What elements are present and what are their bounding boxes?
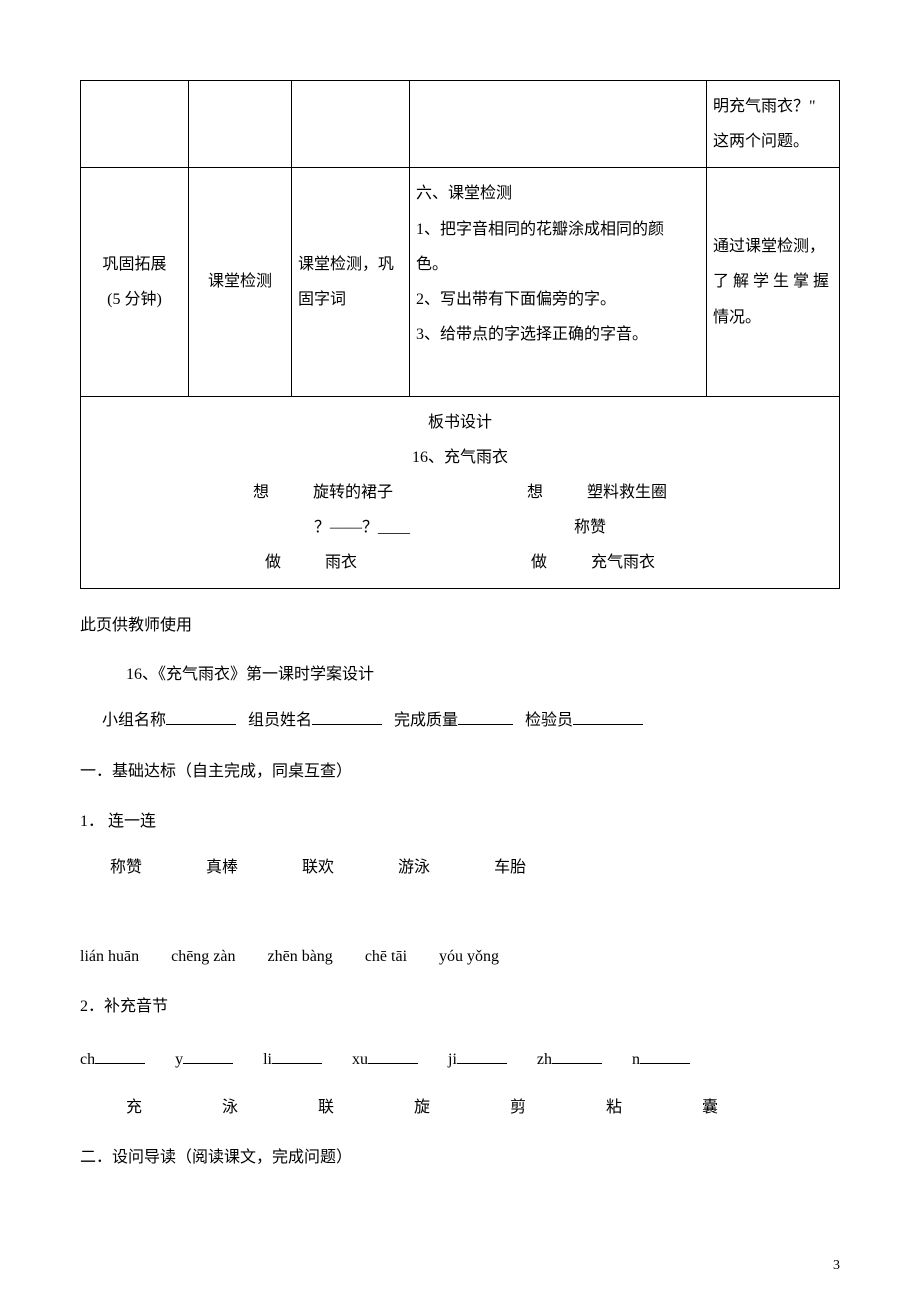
- text: 想: [253, 484, 269, 501]
- teacher-note: 此页供教师使用: [80, 607, 840, 645]
- blank-fill[interactable]: [368, 1047, 418, 1064]
- cell-r1-c3: 课堂检测，巩 固字词: [292, 168, 410, 396]
- text: 做: [531, 554, 547, 571]
- text: 做: [265, 554, 281, 571]
- blank-fill[interactable]: [552, 1047, 602, 1064]
- initial: n: [632, 1051, 640, 1068]
- label-quality: 完成质量: [394, 712, 458, 729]
- section1-title: 一．基础达标（自主完成，同桌互查）: [80, 753, 840, 791]
- word-item: 车胎: [494, 849, 526, 887]
- text: 通过课堂检测，: [713, 238, 825, 255]
- form-row: 小组名称 组员姓名 完成质量 检验员: [80, 702, 840, 740]
- initial: li: [263, 1051, 272, 1068]
- section2-title: 二．设问导读（阅读课文，完成问题）: [80, 1139, 840, 1177]
- char-row: 充 泳 联 旋 剪 粘 囊: [80, 1089, 840, 1127]
- board-line2: 想 旋转的裙子 想 塑料救生圈: [253, 475, 667, 510]
- text: 2、写出带有下面偏旁的字。: [416, 291, 616, 308]
- blank-fill[interactable]: [95, 1047, 145, 1064]
- cell-r0-c1: [81, 81, 189, 168]
- initial: y: [175, 1051, 183, 1068]
- char-item: 泳: [184, 1089, 276, 1127]
- word-item: 联欢: [302, 849, 334, 887]
- char-item: 充: [88, 1089, 180, 1127]
- blank-fill[interactable]: [457, 1047, 507, 1064]
- text: ？——？____: [314, 519, 410, 536]
- board-line4: 做 雨衣 做 充气雨衣: [265, 545, 655, 580]
- pinyin-item: yóu yǒng: [439, 938, 499, 976]
- text: 课堂检测: [208, 273, 272, 290]
- cell-r0-c4: [410, 81, 707, 168]
- text: 充气雨衣: [591, 554, 655, 571]
- blank-checker[interactable]: [573, 708, 643, 725]
- text: 情况。: [713, 309, 761, 326]
- board-title: 板书设计: [87, 405, 833, 440]
- text: 明充气雨衣？": [713, 98, 816, 115]
- lesson-title: 16、《充气雨衣》第一课时学案设计: [80, 656, 840, 694]
- initial: xu: [352, 1051, 368, 1068]
- text: 旋转的裙子: [313, 484, 393, 501]
- label-group: 小组名称: [102, 712, 166, 729]
- q1-title: 1． 连一连: [80, 803, 840, 841]
- blank-quality[interactable]: [458, 708, 513, 725]
- cell-r1-c5: 通过课堂检测， 了 解 学 生 掌 握 情况。: [707, 168, 840, 396]
- text: 称赞: [574, 519, 606, 536]
- board-line3: ？——？____ 称赞: [314, 510, 606, 545]
- text: (5 分钟): [107, 291, 162, 308]
- text: 固字词: [298, 291, 346, 308]
- fill-row: ch y li xu ji zh n: [80, 1041, 840, 1079]
- blank-member[interactable]: [312, 708, 382, 725]
- word-item: 称赞: [110, 849, 142, 887]
- cell-r1-c4: 六、课堂检测 1、把字音相同的花瓣涂成相同的颜 色。 2、写出带有下面偏旁的字。…: [410, 168, 707, 396]
- blank-group[interactable]: [166, 708, 236, 725]
- cell-r0-c3: [292, 81, 410, 168]
- text: 了 解 学 生 掌 握: [713, 273, 829, 290]
- cell-r1-c1: 巩固拓展 (5 分钟): [81, 168, 189, 396]
- word-item: 真棒: [206, 849, 238, 887]
- label-member: 组员姓名: [248, 712, 312, 729]
- board-design-cell: 板书设计 16、充气雨衣 想 旋转的裙子 想 塑料救生圈 ？——？____ 称赞…: [81, 396, 840, 589]
- label-checker: 检验员: [525, 712, 573, 729]
- q2-title: 2．补充音节: [80, 988, 840, 1026]
- text: 这两个问题。: [713, 133, 809, 150]
- initial: ch: [80, 1051, 95, 1068]
- pinyin-row: lián huān chēng zàn zhēn bàng chē tāi yó…: [80, 938, 840, 976]
- pinyin-item: chē tāi: [365, 938, 407, 976]
- text: 1、把字音相同的花瓣涂成相同的颜: [416, 221, 664, 238]
- char-item: 旋: [376, 1089, 468, 1127]
- initial: ji: [448, 1051, 457, 1068]
- word-row: 称赞 真棒 联欢 游泳 车胎: [80, 849, 840, 887]
- text: 3、给带点的字选择正确的字音。: [416, 326, 648, 343]
- text: 色。: [416, 256, 448, 273]
- initial: zh: [537, 1051, 552, 1068]
- blank-fill[interactable]: [183, 1047, 233, 1064]
- pinyin-item: lián huān: [80, 938, 139, 976]
- text: 想: [527, 484, 543, 501]
- word-item: 游泳: [398, 849, 430, 887]
- text: 课堂检测，巩: [298, 256, 394, 273]
- pinyin-item: chēng zàn: [171, 938, 235, 976]
- blank-fill[interactable]: [640, 1047, 690, 1064]
- text: 六、课堂检测: [416, 185, 512, 202]
- text: 塑料救生圈: [587, 484, 667, 501]
- text: 雨衣: [325, 554, 357, 571]
- char-item: 联: [280, 1089, 372, 1127]
- blank-fill[interactable]: [272, 1047, 322, 1064]
- text: 巩固拓展: [102, 256, 166, 273]
- cell-r0-c5: 明充气雨衣？" 这两个问题。: [707, 81, 840, 168]
- char-item: 囊: [664, 1089, 756, 1127]
- board-line1: 16、充气雨衣: [87, 440, 833, 475]
- char-item: 粘: [568, 1089, 660, 1127]
- cell-r0-c2: [189, 81, 292, 168]
- pinyin-item: zhēn bàng: [268, 938, 333, 976]
- cell-r1-c2: 课堂检测: [189, 168, 292, 396]
- char-item: 剪: [472, 1089, 564, 1127]
- page-number: 3: [833, 1258, 840, 1274]
